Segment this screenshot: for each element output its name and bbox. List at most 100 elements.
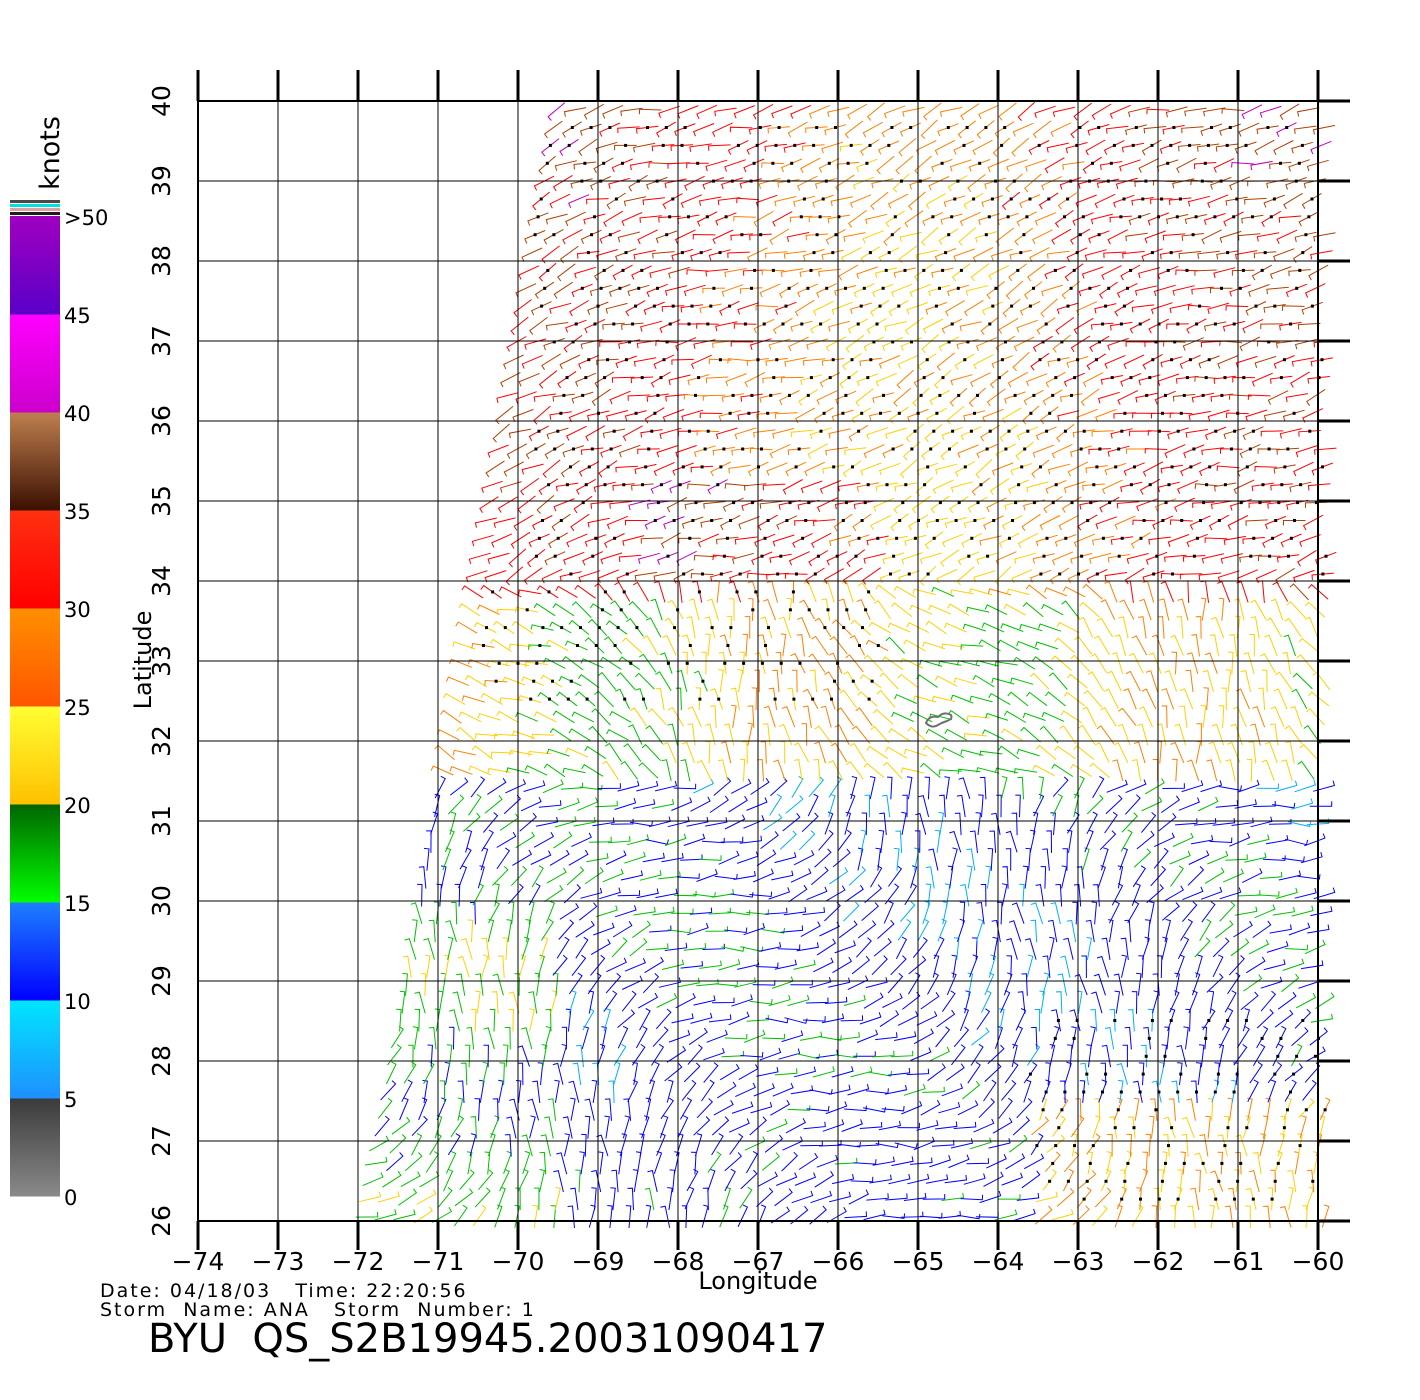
wind-vector — [1132, 865, 1146, 888]
wind-vector — [687, 922, 709, 936]
rain-flag-marker — [841, 519, 845, 522]
wind-vector — [917, 918, 930, 942]
wind-vector — [749, 999, 773, 1005]
wind-vector — [1181, 233, 1205, 241]
wind-vector — [1223, 535, 1246, 546]
rain-flag-marker — [1028, 1072, 1032, 1076]
wind-vector — [1160, 464, 1183, 474]
rain-flag-marker — [1289, 322, 1293, 326]
wind-vector — [699, 196, 722, 206]
rain-flag-marker — [547, 483, 551, 487]
wind-vector — [503, 354, 524, 370]
wind-vectors — [355, 101, 1337, 1229]
wind-vector — [559, 571, 582, 582]
rain-flag-marker — [1233, 429, 1237, 433]
wind-vector — [802, 248, 825, 261]
wind-vector — [984, 177, 1007, 190]
wind-vector — [506, 919, 512, 943]
wind-vector — [355, 1211, 379, 1218]
wind-vector — [1319, 1097, 1331, 1120]
wind-vector — [1200, 340, 1224, 348]
wind-vector — [751, 551, 773, 566]
wind-vector — [1020, 726, 1041, 743]
rain-flag-marker — [569, 679, 573, 683]
wind-vector — [981, 990, 992, 1013]
rain-flag-marker — [587, 358, 591, 362]
wind-vector — [755, 962, 779, 969]
wind-vector — [1256, 125, 1279, 135]
wind-vector — [1243, 652, 1255, 675]
wind-vector — [1107, 554, 1131, 563]
rain-flag-marker — [621, 161, 624, 165]
rain-flag-marker — [1192, 554, 1196, 558]
wind-vector — [950, 694, 974, 704]
wind-vector — [591, 1169, 602, 1193]
wind-vector — [693, 670, 708, 692]
wind-vector — [1264, 741, 1278, 764]
wind-vector — [1090, 1009, 1098, 1032]
wind-vector — [861, 567, 881, 585]
wind-vector — [623, 196, 647, 207]
y-tick-label: 34 — [147, 565, 176, 597]
wind-vector — [1089, 552, 1112, 564]
rain-flag-marker — [593, 215, 596, 219]
wind-vector — [687, 723, 696, 746]
wind-vector — [1130, 532, 1151, 549]
wind-vector — [1070, 654, 1090, 672]
wind-vector — [541, 245, 560, 264]
wind-vector — [631, 265, 652, 280]
wind-vector — [1015, 1008, 1027, 1031]
wind-vector — [766, 1118, 788, 1133]
wind-vector — [664, 942, 688, 951]
rain-flag-marker — [659, 483, 663, 487]
wind-vector — [805, 233, 829, 241]
rain-flag-marker — [1070, 393, 1073, 397]
wind-vector — [809, 427, 832, 440]
wind-vector — [597, 1151, 604, 1175]
wind-vector — [801, 723, 808, 746]
rain-flag-marker — [1274, 519, 1278, 522]
wind-vector — [377, 1191, 400, 1203]
rain-flag-marker — [882, 393, 885, 397]
wind-vector — [693, 1116, 711, 1136]
wind-vector — [523, 567, 543, 585]
rain-flag-marker — [775, 358, 779, 362]
wind-vector — [474, 1098, 481, 1121]
wind-vector — [767, 126, 791, 134]
rain-flag-marker — [769, 393, 773, 397]
wind-vector — [1016, 319, 1038, 333]
rain-flag-marker — [1279, 161, 1282, 165]
rain-flag-marker — [1101, 536, 1105, 540]
wind-vector — [934, 248, 957, 262]
wind-vector — [1114, 515, 1136, 530]
wind-vector — [446, 1044, 453, 1068]
rain-flag-marker — [818, 215, 822, 219]
wind-vector — [1049, 936, 1055, 961]
rain-flag-marker — [863, 501, 867, 505]
wind-vector — [1022, 865, 1029, 889]
wind-vector — [591, 388, 611, 406]
wind-vector — [696, 323, 719, 329]
wind-vector — [680, 759, 691, 782]
wind-vector — [519, 812, 537, 832]
wind-vector — [440, 709, 462, 724]
wind-vector — [800, 921, 821, 938]
wind-vector — [475, 990, 481, 1014]
wind-vector — [387, 1044, 402, 1066]
rain-flag-marker — [666, 554, 670, 558]
rain-flag-marker — [850, 358, 854, 362]
wind-vector — [596, 1043, 606, 1067]
wind-vector — [635, 1025, 648, 1049]
wind-vector — [760, 616, 773, 639]
wind-vector — [1046, 830, 1052, 853]
wind-vector — [935, 1026, 951, 1048]
wind-vector — [1082, 706, 1097, 728]
wind-vector — [642, 852, 665, 863]
wind-vector — [1072, 212, 1094, 226]
wind-vector — [571, 283, 593, 298]
wind-vector — [653, 571, 676, 581]
wind-vector — [792, 532, 813, 548]
wind-vector — [789, 215, 813, 223]
wind-vector — [819, 1140, 842, 1147]
wind-vector — [706, 1029, 728, 1043]
